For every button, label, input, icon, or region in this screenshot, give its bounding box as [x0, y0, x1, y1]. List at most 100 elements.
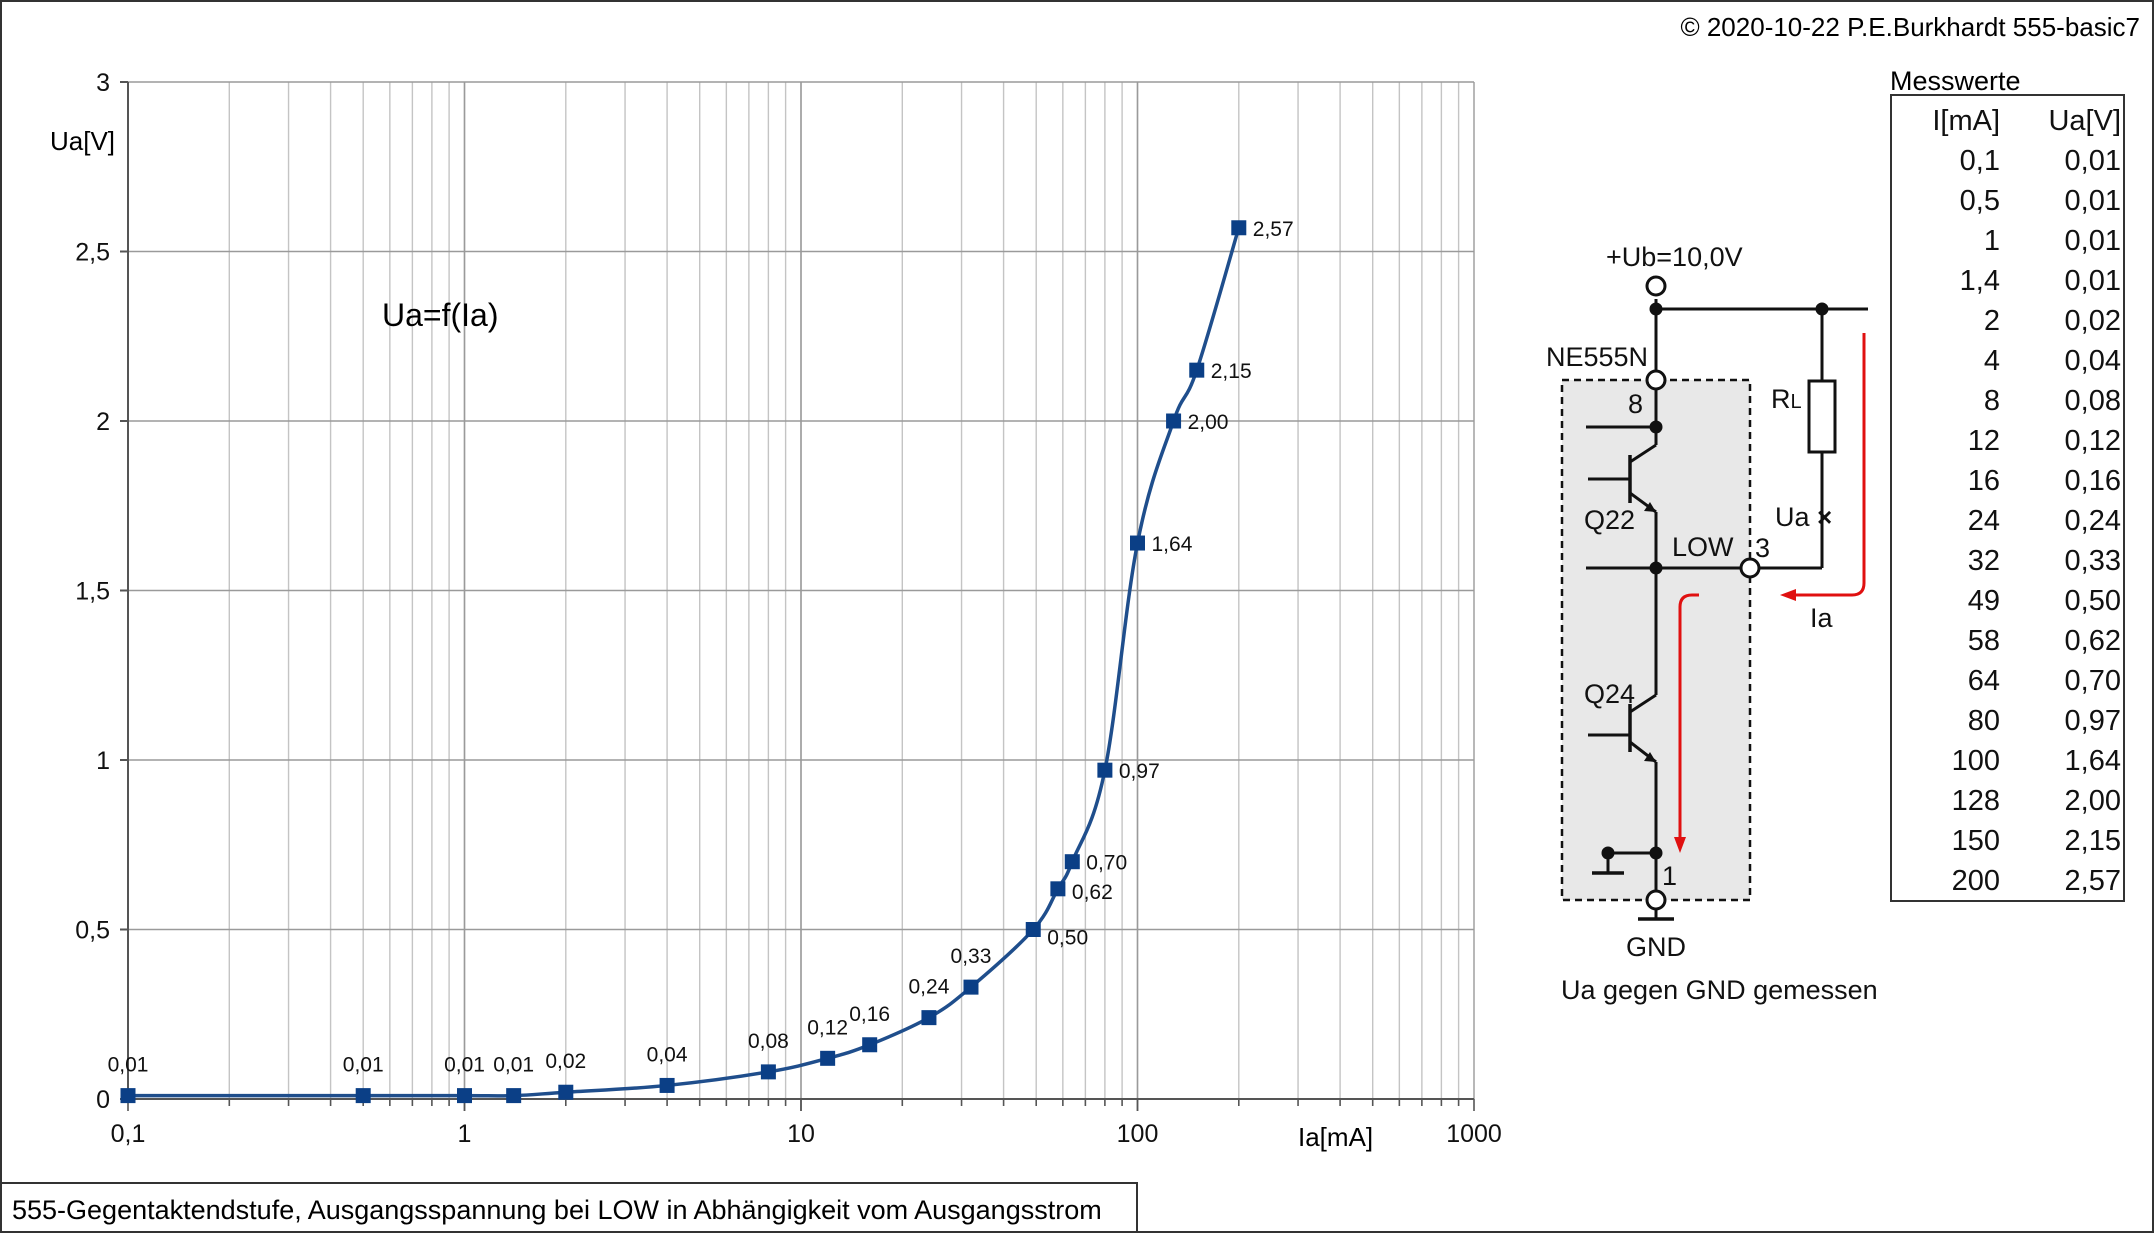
rl-label-main: R — [1771, 384, 1791, 414]
data-label: 0,33 — [951, 945, 992, 968]
junction-top-left — [1649, 302, 1663, 316]
pin1-terminal — [1645, 889, 1667, 911]
table-rows: I[mA] Ua[V] 0,1 0,01 0,5 0,01 1 0,01 1,4 0,01 2 0,0… — [1932, 105, 2121, 897]
table-cell-current: 2 — [1984, 305, 2000, 337]
data-point — [1025, 922, 1041, 937]
table-cell-current: 100 — [1952, 745, 2000, 777]
data-point — [1064, 854, 1080, 870]
data-point — [1050, 881, 1066, 897]
data-point — [760, 1064, 776, 1080]
data-label: 2,00 — [1188, 411, 1229, 434]
x-tick-label: 1000 — [1446, 1120, 1502, 1148]
table-cell-current: 1,4 — [1960, 265, 2000, 297]
table-cell-voltage: 0,01 — [2065, 145, 2121, 177]
table-cell-voltage: 0,62 — [2065, 625, 2121, 657]
table-cell-voltage: 0,24 — [2065, 505, 2121, 537]
y-axis-label: Ua[V] — [50, 126, 115, 156]
table-border — [1890, 94, 2125, 902]
y-tick-label: 3 — [96, 69, 110, 97]
data-label: 2,57 — [1253, 218, 1294, 241]
table-title: Messwerte — [1890, 66, 2021, 96]
x-tick-label: 100 — [1117, 1120, 1159, 1148]
data-point — [558, 1084, 574, 1100]
measurement-note: Ua gegen GND gemessen — [1561, 975, 1878, 1005]
q22-label: Q22 — [1584, 505, 1635, 535]
table-cell-current: 12 — [1968, 425, 2000, 457]
table-cell-current: 64 — [1968, 665, 2000, 697]
y-tick-label: 2,5 — [75, 239, 110, 267]
table-cell-voltage: 2,15 — [2065, 825, 2121, 857]
table-cell-voltage: 0,33 — [2065, 545, 2121, 577]
x-tick-label: 0,1 — [111, 1120, 146, 1148]
table-cell-voltage: 2,57 — [2065, 865, 2121, 897]
table-cell-current: 49 — [1968, 585, 2000, 617]
x-tick-label: 10 — [787, 1120, 815, 1148]
measurement-table: Messwerte I[mA] Ua[V] 0,1 0,01 0,5 0,01 1 0,01 1… — [1890, 66, 2125, 902]
caption-text: 555-Gegentaktendstufe, Ausgangsspannung … — [12, 1195, 1102, 1225]
y-tick-label: 1 — [96, 747, 110, 775]
data-point — [457, 1088, 472, 1104]
table-cell-current: 1 — [1984, 225, 2000, 257]
ic-label: NE555N — [1546, 342, 1648, 372]
data-label: 0,01 — [493, 1054, 534, 1077]
data-labels: 0,01 0,01 0,01 0,01 0,02 0,04 0,08 0,120,16 0,24… — [108, 218, 1294, 1077]
table-cell-voltage: 0,70 — [2065, 665, 2121, 697]
current-arrow-external — [1795, 333, 1866, 597]
current-arrowhead-external-icon — [1780, 589, 1796, 601]
data-point — [355, 1088, 371, 1104]
table-cell-current: 4 — [1984, 345, 2000, 377]
pin8-terminal — [1645, 369, 1667, 391]
data-point — [120, 1088, 136, 1104]
data-point — [1097, 762, 1113, 778]
table-cell-current: 80 — [1968, 705, 2000, 737]
table-cell-voltage: 0,02 — [2065, 305, 2121, 337]
current-arrow-internal — [1678, 593, 1699, 838]
chart: 0,1 1 10 100 1000 0 0,5 1 1,5 2 2,5 3 Ua[V] Ia[mA]… — [50, 69, 1502, 1152]
data-label: 0,04 — [647, 1043, 688, 1066]
data-label: 1,64 — [1152, 533, 1193, 556]
copyright-text: © 2020-10-22 P.E.Burkhardt 555-basic7 — [1680, 12, 2140, 42]
table-cell-voltage: 0,01 — [2065, 185, 2121, 217]
series-line — [128, 227, 1241, 1098]
data-point — [506, 1088, 522, 1104]
data-label: 0,70 — [1086, 852, 1127, 875]
pin8-label: 8 — [1628, 389, 1643, 419]
supply-label: +Ub=10,0V — [1606, 242, 1743, 272]
table-header-voltage: Ua[V] — [2048, 105, 2121, 137]
table-cell-voltage: 0,12 — [2065, 425, 2121, 457]
data-point — [1166, 413, 1182, 429]
table-cell-current: 200 — [1952, 865, 2000, 897]
gnd-label: GND — [1626, 932, 1686, 962]
y-tick-labels: 0 0,5 1 1,5 2 2,5 3 — [75, 69, 110, 1114]
y-tick-label: 2 — [96, 408, 110, 436]
pin1-label: 1 — [1662, 861, 1677, 891]
axes — [120, 81, 1475, 1111]
current-arrowhead-internal-icon — [1674, 837, 1686, 853]
circuit-schematic: × — [1546, 242, 1878, 1005]
table-header-current: I[mA] — [1932, 105, 2000, 137]
table-cell-current: 0,5 — [1960, 185, 2000, 217]
data-point — [1130, 535, 1145, 551]
ua-label: Ua — [1775, 502, 1810, 532]
y-tick-label: 1,5 — [75, 578, 110, 606]
table-cell-voltage: 0,04 — [2065, 345, 2121, 377]
data-label: 0,02 — [545, 1050, 586, 1073]
supply-terminal — [1645, 275, 1667, 297]
table-cell-voltage: 0,08 — [2065, 385, 2121, 417]
chart-annotation: Ua=f(Ia) — [382, 297, 498, 333]
data-label: 0,16 — [849, 1003, 890, 1026]
x-tick-labels: 0,1 1 10 100 1000 — [111, 1120, 1502, 1148]
table-cell-voltage: 1,64 — [2065, 745, 2121, 777]
grid — [127, 81, 1475, 1100]
table-cell-voltage: 0,97 — [2065, 705, 2121, 737]
data-point — [1231, 220, 1247, 236]
y-tick-label: 0,5 — [75, 917, 110, 945]
low-label: LOW — [1672, 532, 1734, 562]
table-cell-current: 24 — [1968, 505, 2000, 537]
data-markers — [120, 220, 1247, 1104]
data-label: 0,12 — [807, 1016, 848, 1039]
data-label: 0,24 — [909, 976, 950, 999]
table-cell-current: 32 — [1968, 545, 2000, 577]
table-cell-voltage: 0,50 — [2065, 585, 2121, 617]
